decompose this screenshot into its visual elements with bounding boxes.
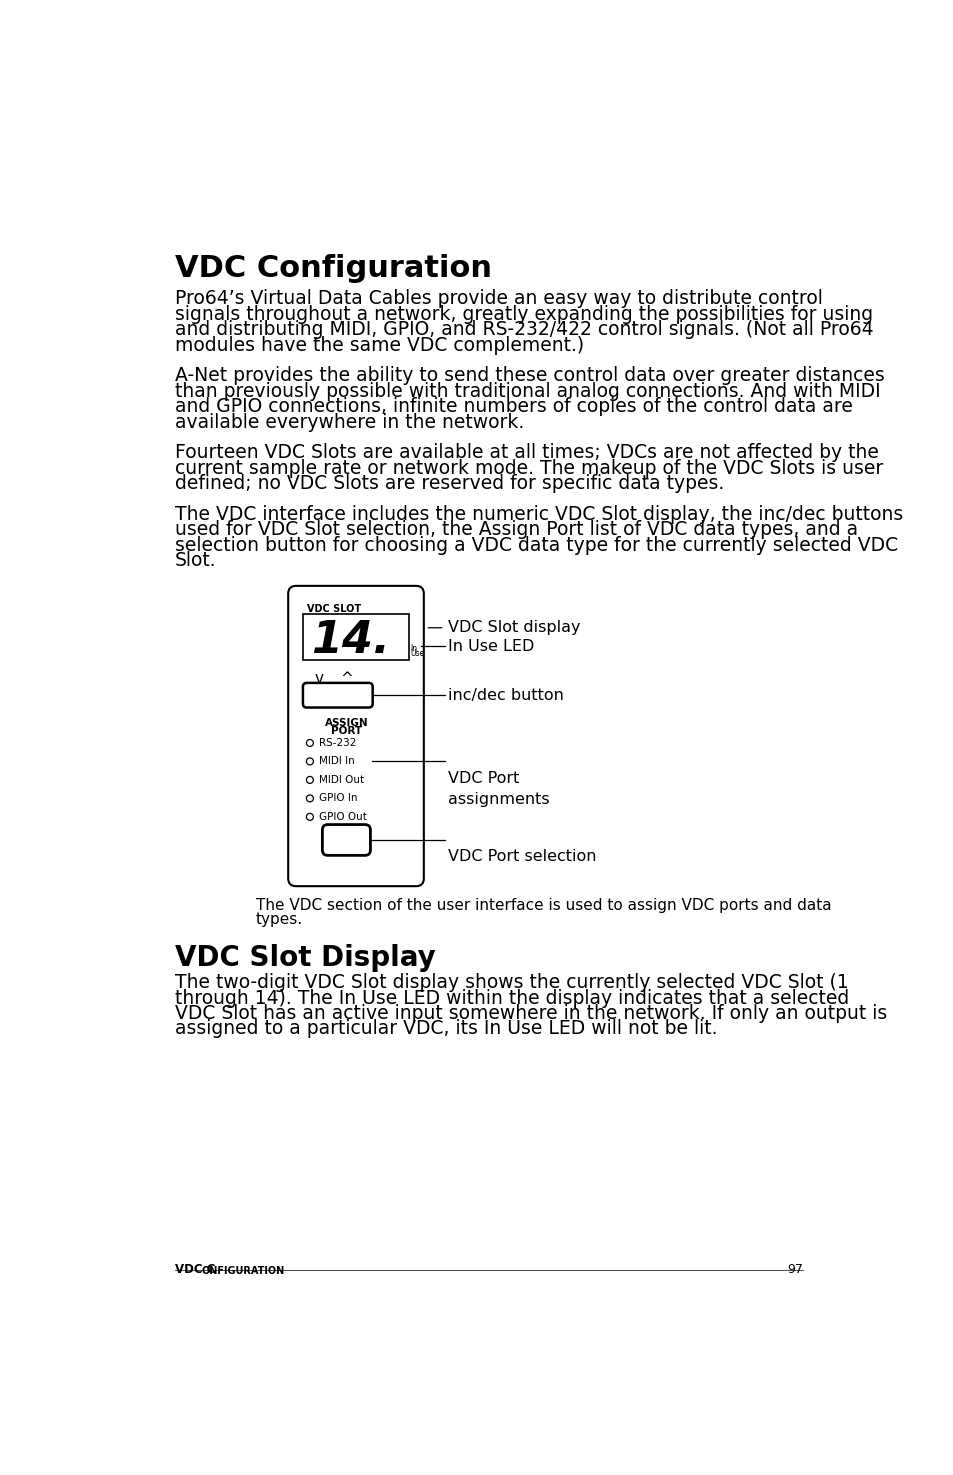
Text: VDC C: VDC C: [174, 1263, 215, 1276]
Text: GPIO In: GPIO In: [319, 794, 357, 804]
Text: modules have the same VDC complement.): modules have the same VDC complement.): [174, 336, 583, 354]
Text: 97: 97: [786, 1263, 802, 1276]
Text: MIDI Out: MIDI Out: [319, 774, 364, 785]
Text: VDC Port
assignments: VDC Port assignments: [447, 770, 549, 807]
Text: VDC Slot display: VDC Slot display: [447, 621, 579, 636]
Text: through 14). The In Use LED within the display indicates that a selected: through 14). The In Use LED within the d…: [174, 988, 848, 1007]
Text: ASSIGN: ASSIGN: [324, 717, 368, 727]
Text: VDC SLOT: VDC SLOT: [307, 605, 360, 615]
Circle shape: [306, 758, 313, 766]
FancyBboxPatch shape: [288, 586, 423, 886]
Text: ^: ^: [339, 671, 353, 686]
FancyBboxPatch shape: [303, 614, 409, 659]
Text: A-Net provides the ability to send these control data over greater distances: A-Net provides the ability to send these…: [174, 366, 883, 385]
Text: VDC Configuration: VDC Configuration: [174, 254, 492, 283]
Text: inc/dec button: inc/dec button: [447, 687, 563, 702]
FancyBboxPatch shape: [322, 825, 370, 856]
Text: Fourteen VDC Slots are available at all times; VDCs are not affected by the: Fourteen VDC Slots are available at all …: [174, 444, 878, 463]
Text: The two-digit VDC Slot display shows the currently selected VDC Slot (1: The two-digit VDC Slot display shows the…: [174, 974, 848, 993]
Text: available everywhere in the network.: available everywhere in the network.: [174, 413, 524, 432]
Text: VDC Slot Display: VDC Slot Display: [174, 944, 436, 972]
Text: In: In: [410, 645, 417, 653]
Circle shape: [306, 739, 313, 746]
Text: PORT: PORT: [331, 726, 361, 736]
Circle shape: [306, 776, 313, 783]
Circle shape: [306, 795, 313, 802]
Text: RS-232: RS-232: [319, 738, 356, 748]
Circle shape: [306, 813, 313, 820]
Text: types.: types.: [255, 913, 302, 928]
Text: Slot.: Slot.: [174, 552, 216, 571]
Text: defined; no VDC Slots are reserved for specific data types.: defined; no VDC Slots are reserved for s…: [174, 475, 723, 493]
Text: and GPIO connections, infinite numbers of copies of the control data are: and GPIO connections, infinite numbers o…: [174, 397, 852, 416]
Text: In Use LED: In Use LED: [447, 639, 534, 653]
Text: signals throughout a network, greatly expanding the possibilities for using: signals throughout a network, greatly ex…: [174, 305, 872, 324]
Text: than previously possible with traditional analog connections. And with MIDI: than previously possible with traditiona…: [174, 382, 880, 401]
Text: Pro64’s Virtual Data Cables provide an easy way to distribute control: Pro64’s Virtual Data Cables provide an e…: [174, 289, 822, 308]
Text: The VDC section of the user interface is used to assign VDC ports and data: The VDC section of the user interface is…: [255, 898, 830, 913]
Text: VDC Slot has an active input somewhere in the network. If only an output is: VDC Slot has an active input somewhere i…: [174, 1004, 886, 1024]
Text: selection button for choosing a VDC data type for the currently selected VDC: selection button for choosing a VDC data…: [174, 535, 897, 555]
Text: used for VDC Slot selection, the Assign Port list of VDC data types, and a: used for VDC Slot selection, the Assign …: [174, 521, 858, 540]
Text: The VDC interface includes the numeric VDC Slot display, the inc/dec buttons: The VDC interface includes the numeric V…: [174, 504, 902, 524]
Text: VDC Port selection: VDC Port selection: [447, 850, 596, 864]
Text: MIDI In: MIDI In: [319, 757, 355, 767]
Text: Use: Use: [410, 649, 424, 658]
Text: assigned to a particular VDC, its In Use LED will not be lit.: assigned to a particular VDC, its In Use…: [174, 1019, 717, 1038]
Text: current sample rate or network mode. The makeup of the VDC Slots is user: current sample rate or network mode. The…: [174, 459, 882, 478]
Text: 14.: 14.: [311, 620, 390, 662]
FancyBboxPatch shape: [303, 683, 373, 708]
Text: v: v: [314, 671, 323, 686]
Text: ONFIGURATION: ONFIGURATION: [201, 1266, 284, 1276]
Text: GPIO Out: GPIO Out: [319, 811, 367, 822]
Text: and distributing MIDI, GPIO, and RS-232/422 control signals. (Not all Pro64: and distributing MIDI, GPIO, and RS-232/…: [174, 320, 873, 339]
